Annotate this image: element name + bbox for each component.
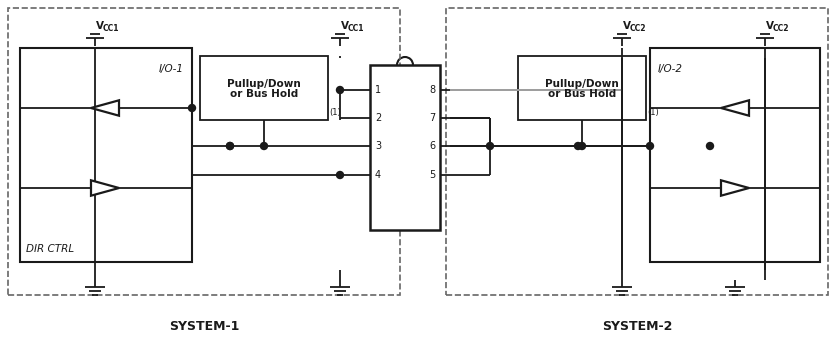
Text: V: V xyxy=(623,21,631,31)
Circle shape xyxy=(574,143,582,149)
Circle shape xyxy=(227,143,233,149)
Text: V: V xyxy=(766,21,774,31)
Text: Pullup/Down: Pullup/Down xyxy=(545,79,619,89)
Bar xyxy=(20,48,192,262)
Bar xyxy=(446,8,828,295)
Circle shape xyxy=(646,143,654,149)
Text: I/O-1: I/O-1 xyxy=(159,64,184,74)
Text: or Bus Hold: or Bus Hold xyxy=(230,89,298,99)
Text: I/O-2: I/O-2 xyxy=(658,64,683,74)
Text: 2: 2 xyxy=(375,113,381,123)
Polygon shape xyxy=(721,100,749,116)
Text: SYSTEM-2: SYSTEM-2 xyxy=(602,321,672,333)
Text: 4: 4 xyxy=(375,170,381,180)
Polygon shape xyxy=(91,100,119,116)
Circle shape xyxy=(487,143,493,149)
Text: DIR CTRL: DIR CTRL xyxy=(26,244,74,254)
Circle shape xyxy=(337,87,344,93)
Text: or Bus Hold: or Bus Hold xyxy=(548,89,616,99)
Text: SYSTEM-1: SYSTEM-1 xyxy=(169,321,239,333)
Bar xyxy=(200,56,328,120)
Text: (1): (1) xyxy=(647,108,659,117)
Text: CC1: CC1 xyxy=(103,24,120,33)
Circle shape xyxy=(706,143,713,149)
Circle shape xyxy=(188,104,196,112)
Bar xyxy=(8,8,400,295)
Text: 3: 3 xyxy=(375,141,381,151)
Text: V: V xyxy=(341,21,349,31)
Text: CC1: CC1 xyxy=(348,24,364,33)
Bar xyxy=(650,48,820,262)
Text: 6: 6 xyxy=(429,141,435,151)
Polygon shape xyxy=(91,180,119,196)
Text: 8: 8 xyxy=(429,85,435,95)
Text: V: V xyxy=(96,21,104,31)
Text: CC2: CC2 xyxy=(630,24,646,33)
Text: (1): (1) xyxy=(329,108,341,117)
Text: Pullup/Down: Pullup/Down xyxy=(227,79,301,89)
Bar xyxy=(370,65,440,230)
Text: 5: 5 xyxy=(429,170,435,180)
Circle shape xyxy=(261,143,268,149)
Circle shape xyxy=(579,143,585,149)
Text: CC2: CC2 xyxy=(773,24,789,33)
Bar xyxy=(518,56,646,120)
Circle shape xyxy=(337,172,344,178)
Text: 7: 7 xyxy=(429,113,435,123)
Polygon shape xyxy=(721,180,749,196)
Text: 1: 1 xyxy=(375,85,381,95)
Circle shape xyxy=(227,143,233,149)
